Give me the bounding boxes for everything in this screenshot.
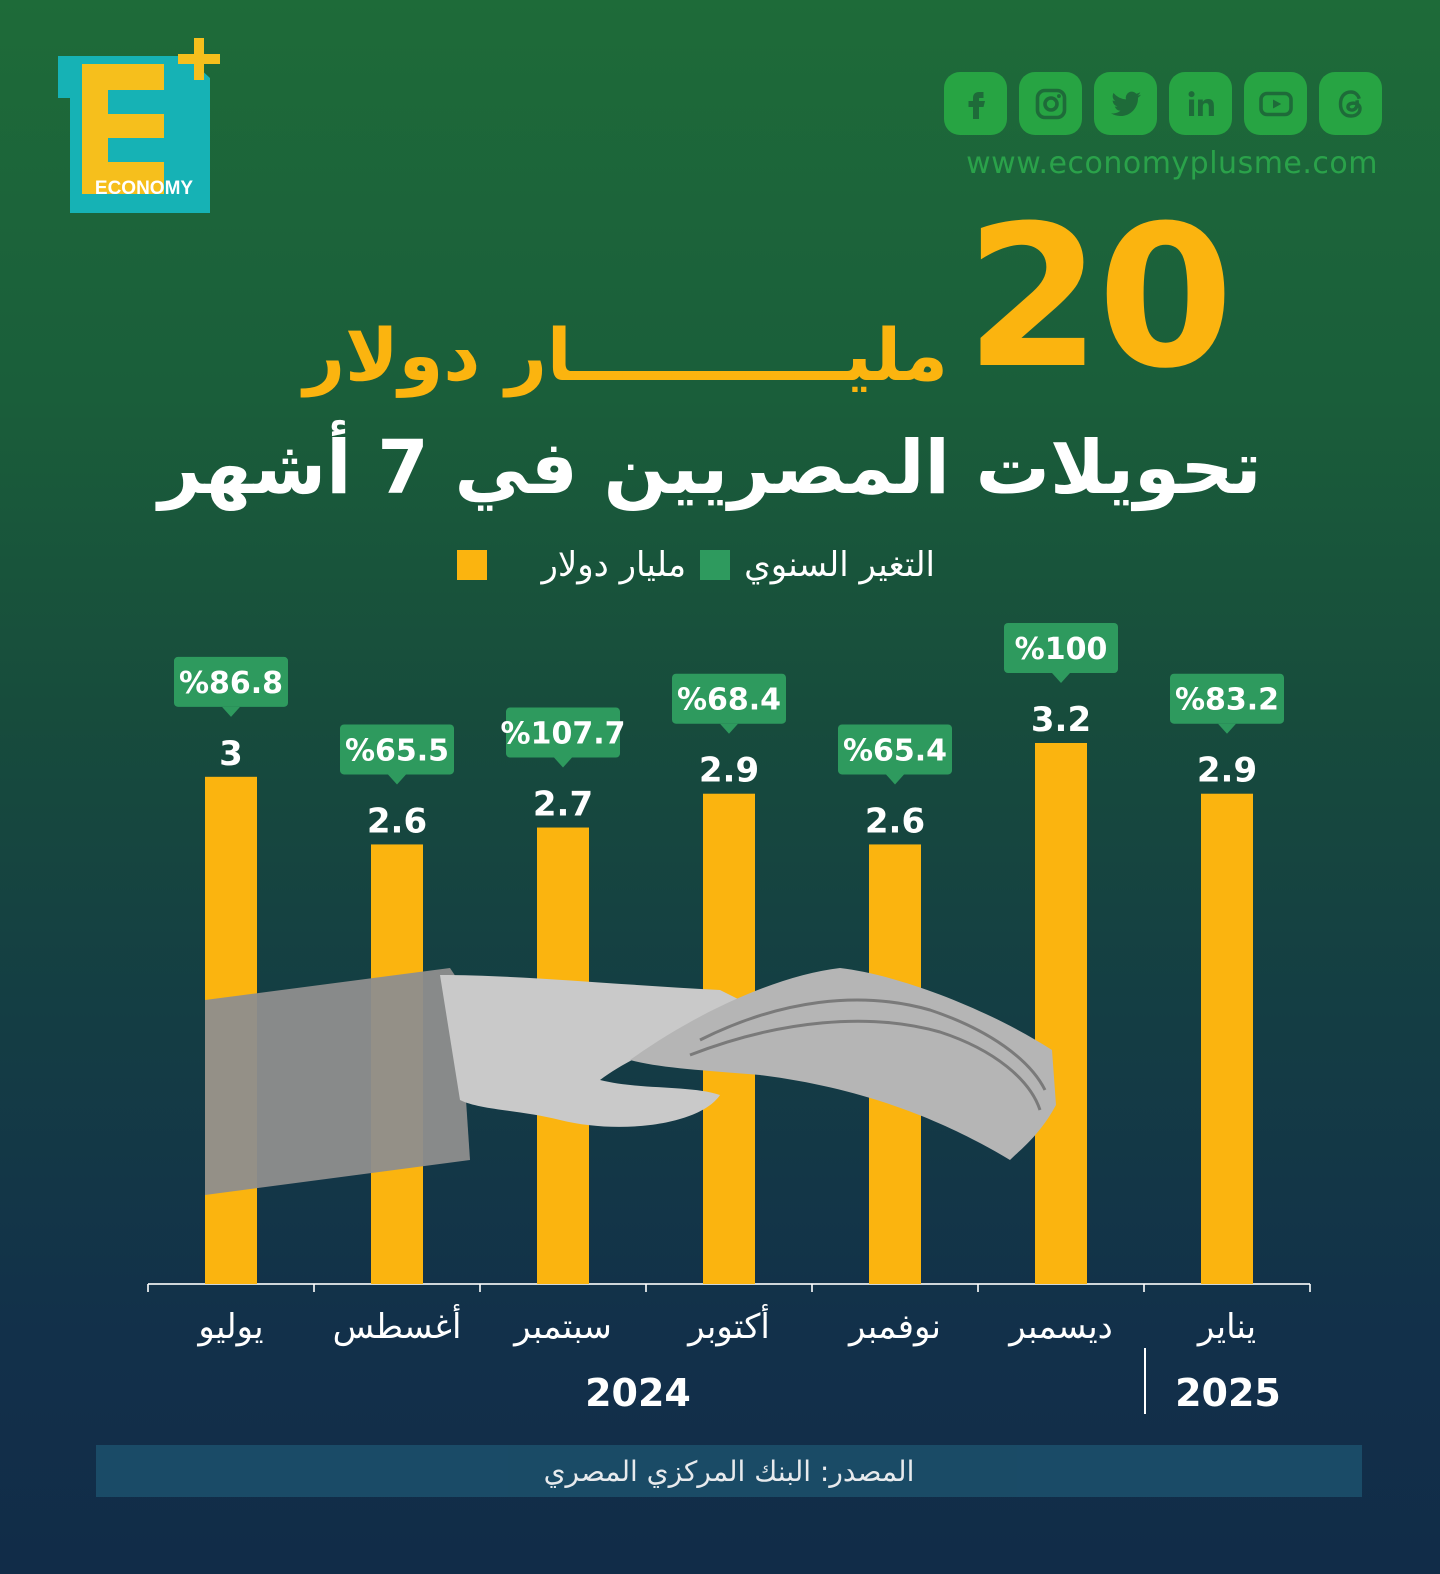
change-label: %86.8 [179,666,283,701]
change-label: %83.2 [1175,683,1279,718]
legend-swatch-change [700,550,731,580]
money-edge-line [689,1019,1042,1111]
value-label: 3 [219,734,243,774]
twitter-icon[interactable] [1094,72,1157,135]
source-bar: المصدر: البنك المركزي المصري [96,1445,1362,1497]
year-label-2025: 2025 [1175,1371,1281,1415]
facebook-icon[interactable] [944,72,1007,135]
headline-subtitle: تحويلات المصريين في 7 أشهر [158,425,1262,511]
hand-illustration [440,975,760,1127]
instagram-icon[interactable] [1019,72,1082,135]
month-label: أغسطس [333,1304,462,1347]
change-badge-pointer [1052,673,1070,683]
svg-text:ECONOMY: ECONOMY [95,178,194,199]
change-badge [1170,673,1284,724]
bar-6 [1035,743,1087,1284]
source-text: المصدر: البنك المركزي المصري [543,1454,915,1488]
bar-7 [1201,793,1253,1284]
change-badge-pointer [1218,723,1236,734]
month-label: سبتمبر [512,1307,612,1347]
economy-plus-logo: ECONOMY [58,38,220,213]
value-label: 2.9 [1197,751,1257,791]
change-label: %107.7 [501,717,626,752]
change-label: %100 [1015,632,1108,667]
legend-swatch-billion [457,550,488,580]
month-label: أكتوبر [686,1304,770,1347]
youtube-icon[interactable] [1244,72,1307,135]
month-label: يوليو [196,1307,263,1347]
money-edge-line [699,998,1047,1091]
headline-unit: مليـــــــــــار دولار [303,313,948,397]
value-label: 2.6 [865,801,925,841]
change-badge [174,656,288,707]
change-badge [340,724,454,775]
remittances-bar-chart: 3 %86.8 يوليو 2.6 %65.5 أغسطس 2.7 %107.7 سبتمبر 2… [174,623,1284,1415]
threads-icon[interactable] [1319,72,1382,135]
change-label: %68.4 [677,683,781,718]
change-badge [1004,623,1118,673]
value-label: 2.6 [367,801,427,841]
month-label: نوفمبر [847,1307,941,1347]
social-icons [944,72,1382,135]
change-badge-pointer [388,774,406,785]
change-badge-pointer [554,757,572,768]
headline-number: 20 [965,184,1234,412]
change-badge-pointer [222,706,240,717]
sleeve-illustration [205,968,470,1195]
month-label: يناير [1196,1307,1256,1347]
change-badge [672,673,786,724]
year-label-2024: 2024 [585,1371,691,1415]
change-badge [506,707,620,758]
change-badge [838,724,952,775]
change-badge-pointer [720,723,738,734]
change-label: %65.5 [345,733,449,768]
value-label: 2.7 [533,785,593,825]
value-label: 3.2 [1031,700,1091,740]
change-badge-pointer [886,774,904,785]
linkedin-icon[interactable] [1169,72,1232,135]
legend-label-change: التغير السنوي [744,545,935,585]
value-label: 2.9 [699,751,759,791]
change-label: %65.4 [843,733,947,768]
legend: مليار دولار التغير السنوي [457,545,935,585]
legend-label-billion: مليار دولار [541,545,687,585]
website-url[interactable]: www.economyplusme.com [966,146,1378,181]
month-label: ديسمبر [1007,1307,1113,1347]
